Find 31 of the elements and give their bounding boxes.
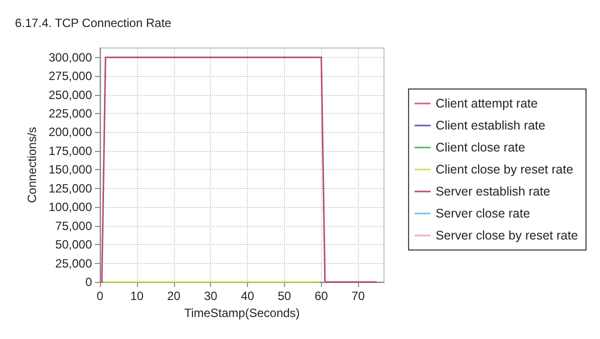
- legend-label: Server close rate: [436, 206, 530, 220]
- x-tick-label: 50: [278, 289, 292, 303]
- x-tick-label: 20: [167, 289, 181, 303]
- x-tick-label: 60: [314, 289, 328, 303]
- legend-label: Server close by reset rate: [436, 228, 578, 242]
- y-tick-label: 225,000: [48, 106, 92, 121]
- chart-title: 6.17.4. TCP Connection Rate: [15, 16, 172, 30]
- legend-label: Server establish rate: [436, 184, 550, 198]
- y-tick-label: 125,000: [48, 181, 92, 196]
- legend-label: Client establish rate: [436, 118, 546, 132]
- y-axis-title: Connections/s: [25, 126, 39, 204]
- legend-label: Client close by reset rate: [436, 162, 574, 176]
- y-tick-label: 250,000: [48, 88, 92, 102]
- y-tick-label: 75,000: [55, 218, 92, 233]
- x-axis-title: TimeStamp(Seconds): [184, 306, 300, 320]
- y-tick-label: 150,000: [48, 162, 92, 177]
- legend-label: Client close rate: [436, 140, 526, 154]
- y-tick-label: 25,000: [55, 256, 92, 270]
- y-tick-label: 0: [85, 275, 92, 289]
- x-tick-label: 0: [96, 289, 104, 303]
- legend-label: Client attempt rate: [436, 96, 538, 110]
- y-tick-label: 275,000: [48, 69, 92, 84]
- y-tick-label: 200,000: [48, 125, 92, 140]
- x-tick-label: 10: [130, 289, 144, 303]
- y-tick-label: 300,000: [48, 50, 92, 64]
- y-tick-label: 175,000: [48, 144, 92, 158]
- x-tick-label: 30: [204, 289, 218, 303]
- y-tick-label: 100,000: [48, 200, 92, 214]
- x-tick-label: 70: [352, 289, 366, 303]
- x-tick-label: 40: [240, 289, 255, 303]
- y-tick-label: 50,000: [55, 238, 92, 252]
